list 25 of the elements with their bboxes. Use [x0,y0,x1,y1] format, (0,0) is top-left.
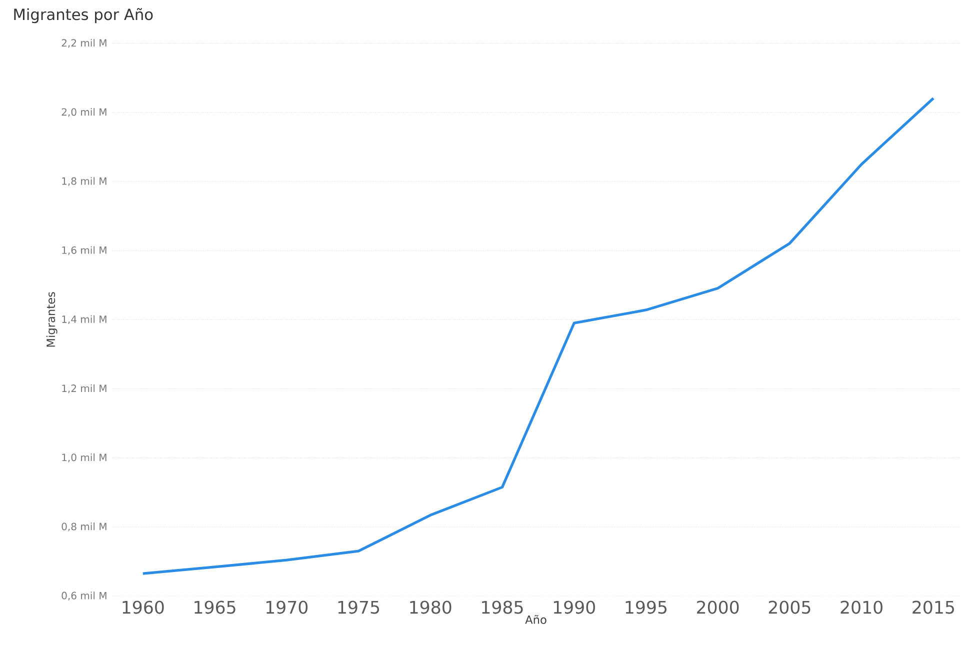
y-tick-label: 1,4 mil M [62,315,106,324]
x-tick-label: 2015 [912,600,954,614]
y-axis-title: Migrantes [46,292,58,347]
y-tick-label: 1,0 mil M [62,453,106,462]
y-tick-label: 1,6 mil M [62,246,106,255]
line-series [142,96,935,575]
x-tick-label: 1975 [338,600,380,614]
y-tick-label: 1,2 mil M [62,384,106,394]
x-tick-label: 1960 [122,600,164,614]
y-tick-label: 1,8 mil M [62,177,106,186]
y-tick-label: 0,6 mil M [62,592,106,600]
x-tick-label: 1965 [194,600,236,614]
y-tick-label: 2,2 mil M [62,38,106,48]
x-tick-label: 1985 [482,600,523,614]
y-tick-label: 2,0 mil M [62,108,106,117]
x-tick-label: 1970 [266,600,308,614]
chart-title: Migrantes por Año [14,8,153,24]
x-tick-label: 2000 [697,600,739,614]
x-tick-label: 1990 [554,600,595,614]
y-tick-label: 0,8 mil M [62,522,106,532]
x-axis-title: Año [525,614,546,624]
x-tick-label: 1980 [410,600,452,614]
x-tick-label: 2005 [768,600,810,614]
x-tick-label: 2010 [840,600,882,614]
x-tick-label: 1995 [626,600,666,614]
